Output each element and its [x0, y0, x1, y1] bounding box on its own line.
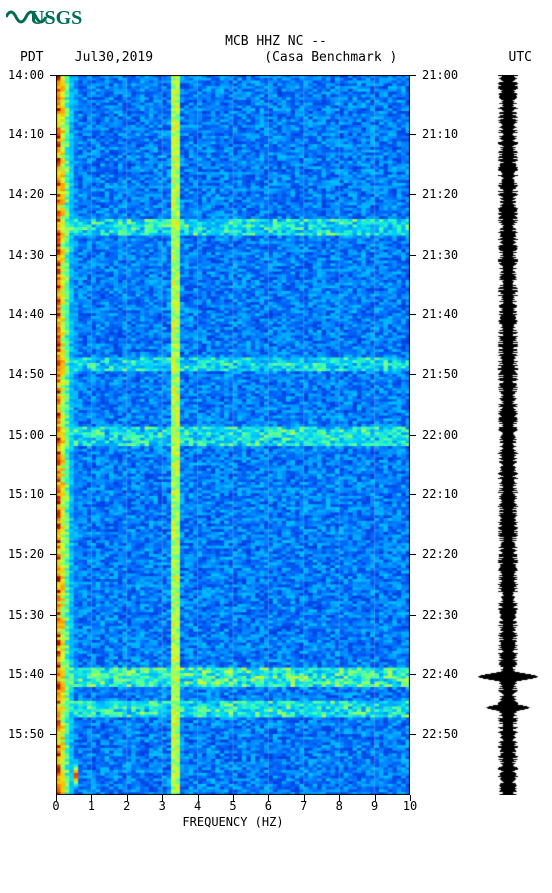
- x-tick-label: 8: [336, 799, 343, 813]
- chart-area: 14:0014:1014:2014:3014:4014:5015:0015:10…: [0, 75, 552, 835]
- x-axis-label: FREQUENCY (HZ): [56, 815, 410, 829]
- x-tick-label: 9: [371, 799, 378, 813]
- usgs-logo-text: USGS: [30, 7, 82, 29]
- y-right-label: 21:30: [422, 248, 458, 262]
- y-axis-left-pdt: 14:0014:1014:2014:3014:4014:5015:0015:10…: [0, 75, 54, 795]
- header-date: Jul30,2019: [75, 50, 153, 65]
- y-left-label: 14:00: [8, 68, 44, 82]
- y-right-label: 21:00: [422, 68, 458, 82]
- y-left-label: 14:40: [8, 307, 44, 321]
- spectrogram-canvas: [56, 75, 410, 795]
- header-right-tz: UTC: [509, 50, 532, 66]
- x-tick-label: 3: [159, 799, 166, 813]
- y-right-label: 21:50: [422, 367, 458, 381]
- y-left-label: 14:10: [8, 127, 44, 141]
- waveform-canvas: [475, 75, 541, 795]
- header-title-line2: (Casa Benchmark ): [264, 50, 397, 66]
- x-tick-label: 2: [123, 799, 130, 813]
- y-right-label: 22:00: [422, 428, 458, 442]
- y-right-label: 22:30: [422, 608, 458, 622]
- y-right-label: 22:40: [422, 667, 458, 681]
- y-left-label: 15:30: [8, 608, 44, 622]
- usgs-logo: USGS: [0, 0, 552, 30]
- waveform-inset: [475, 75, 541, 795]
- x-tick-label: 0: [52, 799, 59, 813]
- y-axis-right-utc: 21:0021:1021:2021:3021:4021:5022:0022:10…: [412, 75, 462, 795]
- y-right-label: 21:40: [422, 307, 458, 321]
- x-tick-label: 1: [88, 799, 95, 813]
- header-left-tz: PDT: [20, 50, 43, 65]
- y-right-label: 21:10: [422, 127, 458, 141]
- x-tick-label: 6: [265, 799, 272, 813]
- spectrogram-plot: [56, 75, 410, 795]
- x-tick-label: 5: [229, 799, 236, 813]
- y-left-label: 14:30: [8, 248, 44, 262]
- y-left-label: 15:10: [8, 487, 44, 501]
- chart-header: MCB HHZ NC -- PDT Jul30,2019 (Casa Bench…: [0, 34, 552, 67]
- y-right-label: 22:50: [422, 727, 458, 741]
- y-left-label: 15:40: [8, 667, 44, 681]
- y-left-label: 15:00: [8, 428, 44, 442]
- y-left-label: 15:50: [8, 727, 44, 741]
- usgs-wave-icon: USGS: [6, 4, 102, 30]
- y-right-label: 22:20: [422, 547, 458, 561]
- header-title-line1: MCB HHZ NC --: [0, 34, 552, 50]
- y-left-label: 14:20: [8, 187, 44, 201]
- x-tick-label: 4: [194, 799, 201, 813]
- y-left-label: 15:20: [8, 547, 44, 561]
- y-left-label: 14:50: [8, 367, 44, 381]
- y-right-label: 21:20: [422, 187, 458, 201]
- x-tick-label: 10: [403, 799, 417, 813]
- y-right-label: 22:10: [422, 487, 458, 501]
- x-axis-ticks: 012345678910: [56, 799, 410, 815]
- x-tick-label: 7: [300, 799, 307, 813]
